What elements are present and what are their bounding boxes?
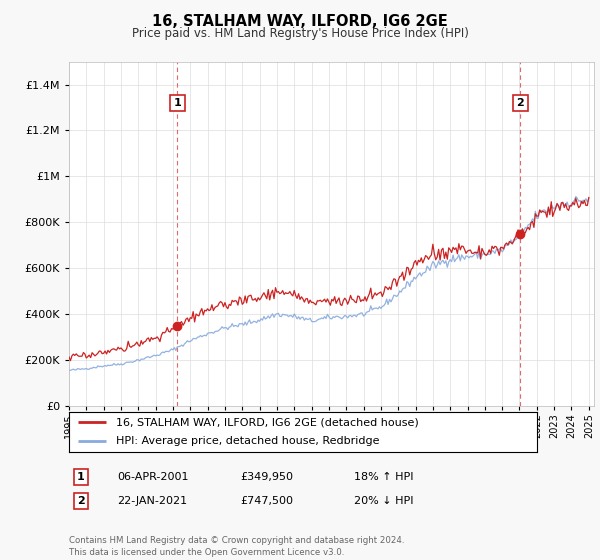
Text: 2: 2 [517,98,524,108]
Text: £747,500: £747,500 [240,496,293,506]
Text: Price paid vs. HM Land Registry's House Price Index (HPI): Price paid vs. HM Land Registry's House … [131,27,469,40]
Text: HPI: Average price, detached house, Redbridge: HPI: Average price, detached house, Redb… [116,436,379,446]
Text: 16, STALHAM WAY, ILFORD, IG6 2GE (detached house): 16, STALHAM WAY, ILFORD, IG6 2GE (detach… [116,418,419,427]
Text: £349,950: £349,950 [240,472,293,482]
Text: 1: 1 [77,472,85,482]
Text: 1: 1 [173,98,181,108]
Text: 2: 2 [77,496,85,506]
Text: 20% ↓ HPI: 20% ↓ HPI [354,496,413,506]
Text: 06-APR-2001: 06-APR-2001 [117,472,188,482]
Text: 18% ↑ HPI: 18% ↑ HPI [354,472,413,482]
Text: 22-JAN-2021: 22-JAN-2021 [117,496,187,506]
Text: 16, STALHAM WAY, ILFORD, IG6 2GE: 16, STALHAM WAY, ILFORD, IG6 2GE [152,14,448,29]
Text: Contains HM Land Registry data © Crown copyright and database right 2024.
This d: Contains HM Land Registry data © Crown c… [69,536,404,557]
